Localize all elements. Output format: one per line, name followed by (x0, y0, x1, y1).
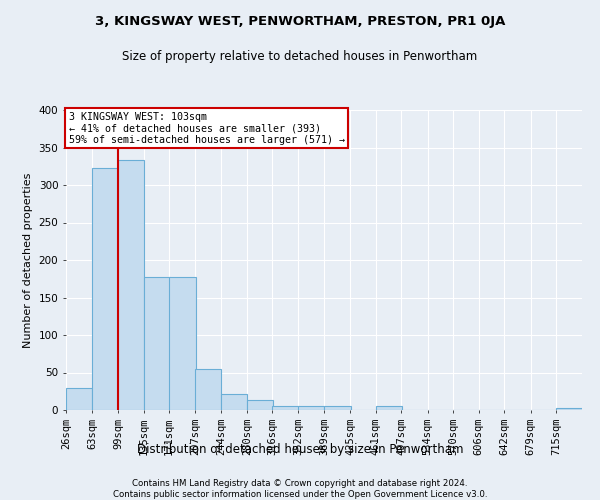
Bar (66, 388, 92, 410)
Bar (118, 160, 144, 410)
Bar (298, 406, 325, 410)
Text: Size of property relative to detached houses in Penwortham: Size of property relative to detached ho… (122, 50, 478, 63)
Bar (221, 394, 247, 410)
Text: Contains HM Land Registry data © Crown copyright and database right 2024.: Contains HM Land Registry data © Crown c… (132, 479, 468, 488)
Bar (169, 276, 196, 410)
Text: Distribution of detached houses by size in Penwortham: Distribution of detached houses by size … (137, 442, 463, 456)
Bar (376, 406, 402, 410)
Bar (556, 408, 583, 410)
Bar (195, 369, 221, 410)
Text: Contains public sector information licensed under the Open Government Licence v3: Contains public sector information licen… (113, 490, 487, 499)
Bar (92, 168, 119, 410)
Bar (247, 400, 273, 410)
Y-axis label: Number of detached properties: Number of detached properties (23, 172, 33, 348)
Text: 3 KINGSWAY WEST: 103sqm
← 41% of detached houses are smaller (393)
59% of semi-d: 3 KINGSWAY WEST: 103sqm ← 41% of detache… (68, 112, 344, 144)
Bar (272, 406, 299, 410)
Text: 3, KINGSWAY WEST, PENWORTHAM, PRESTON, PR1 0JA: 3, KINGSWAY WEST, PENWORTHAM, PRESTON, P… (95, 15, 505, 28)
Bar (143, 276, 170, 410)
Bar (325, 406, 350, 410)
